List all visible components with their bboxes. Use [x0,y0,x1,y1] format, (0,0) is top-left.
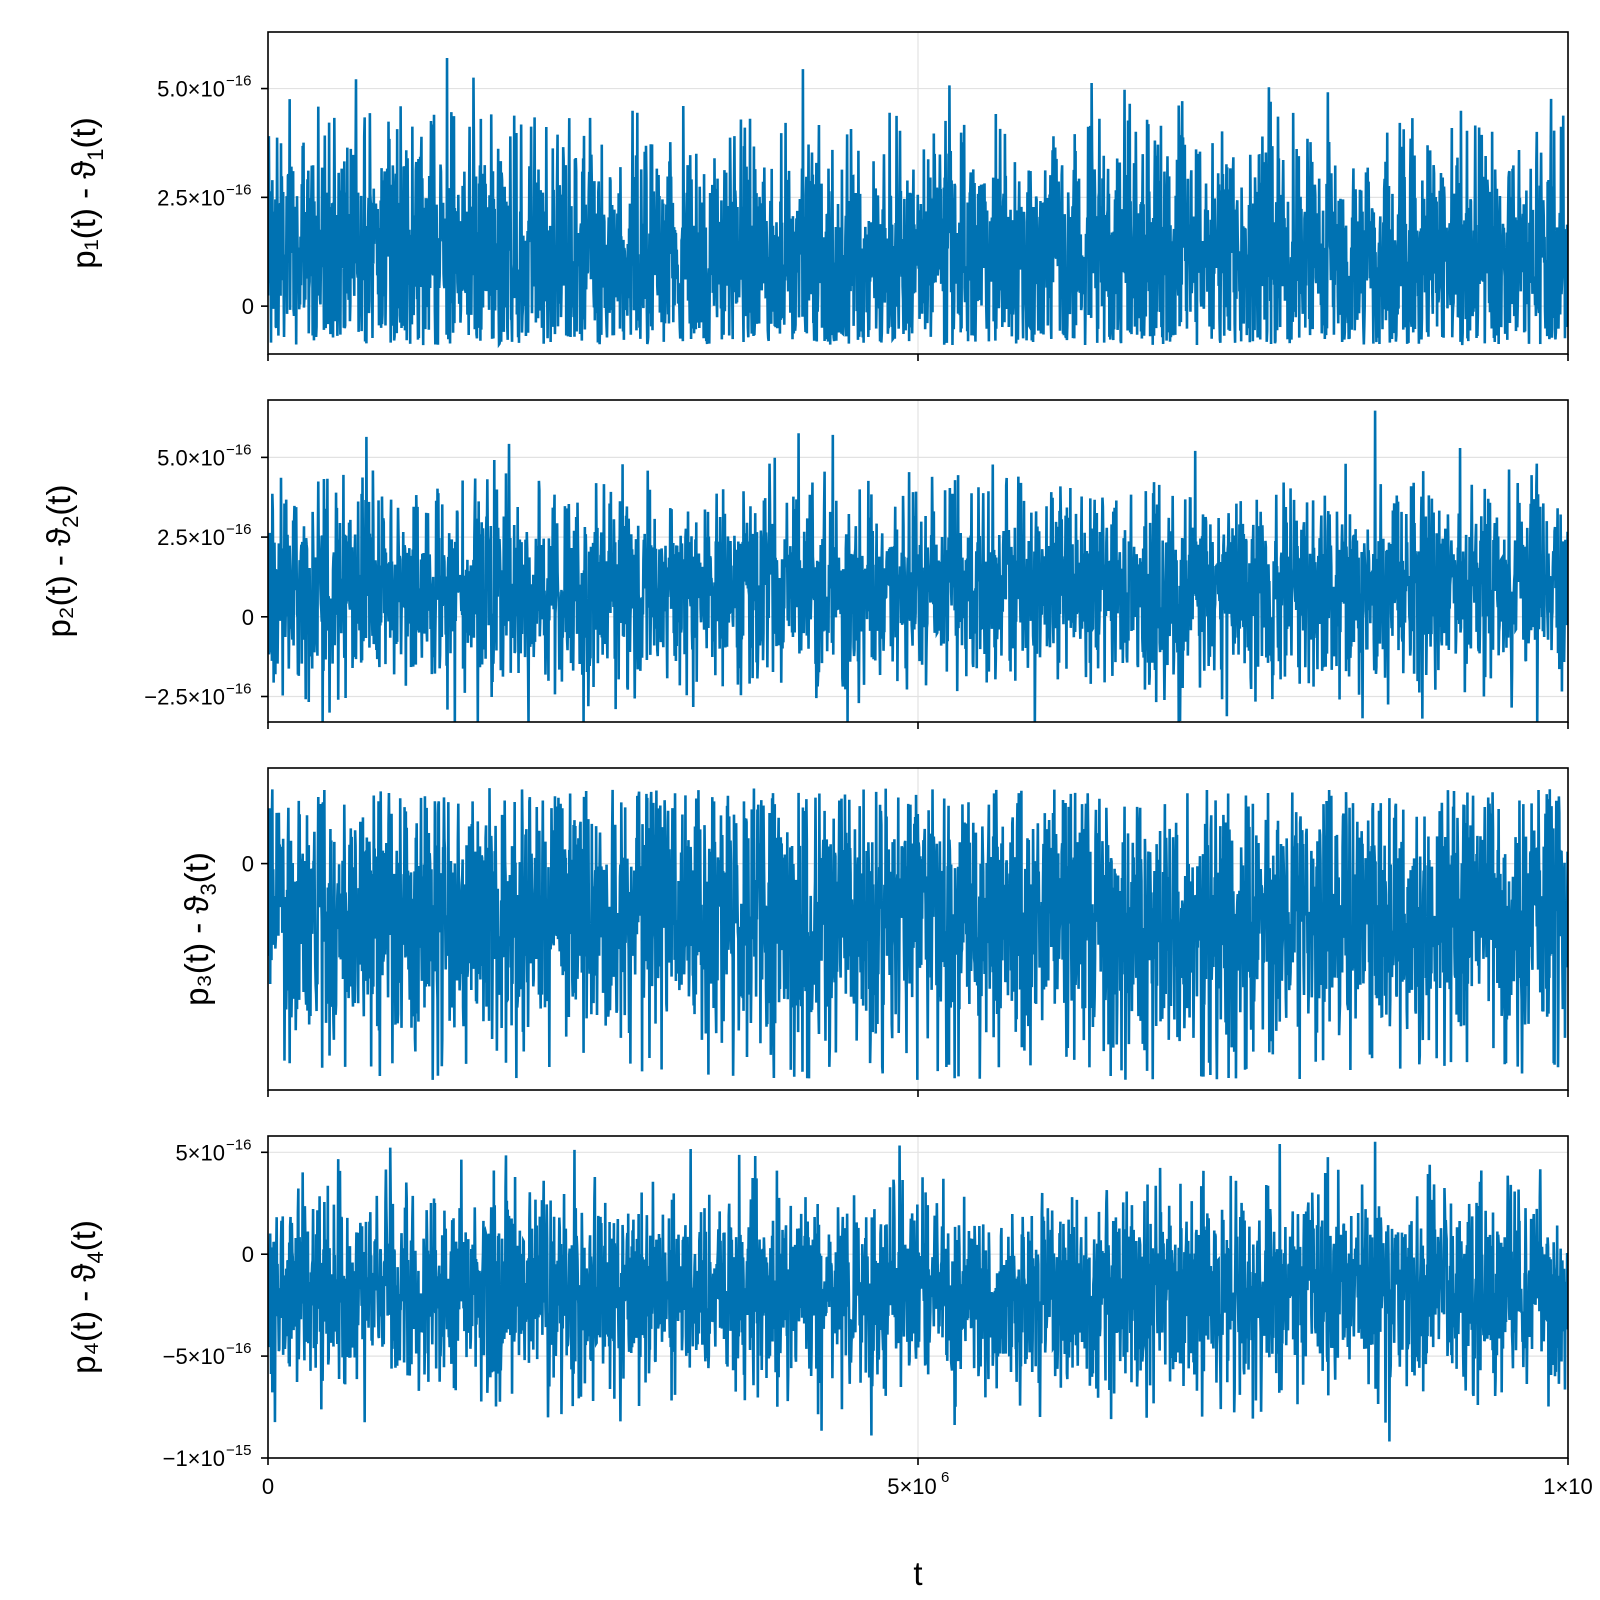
y-tick-label: 2.5×10 [157,185,225,210]
y-axis-label: p₄(t) - ϑ4(t) [65,1220,108,1374]
x-axis-label: t [913,1555,922,1592]
y-axis-label: p₁(t) - ϑ1(t) [65,117,108,268]
series-line-1 [268,58,1568,349]
x-tick-label: 1×10 [1543,1474,1593,1499]
x-tick-label: 5×10 [887,1474,937,1499]
y-tick-exponent: −16 [226,181,251,198]
y-tick-label: 0 [242,1242,254,1267]
y-tick-label: −1×10 [163,1446,225,1471]
y-tick-label: 5.0×10 [157,77,225,102]
y-tick-exponent: −16 [226,441,251,458]
y-tick-exponent: −16 [226,680,251,697]
y-tick-exponent: −16 [226,1136,251,1153]
y-tick-label: 5.0×10 [157,445,225,470]
y-tick-exponent: −16 [226,73,251,90]
y-tick-exponent: −15 [226,1442,251,1459]
series-line-2 [268,410,1568,722]
y-tick-label: −5×10 [163,1344,225,1369]
x-tick-label: 0 [262,1474,274,1499]
y-tick-exponent: −16 [226,1340,251,1357]
y-tick-label: 0 [242,605,254,630]
y-tick-label: 0 [242,294,254,319]
y-tick-label: 5×10 [175,1140,225,1165]
series-line-4 [268,1141,1568,1442]
panel-3: 0 p₃(t) - ϑ3(t) [178,767,1569,1097]
y-tick-label: −2.5×10 [144,684,225,709]
y-axis-label: p₂(t) - ϑ2(t) [40,484,83,637]
series-line-3 [268,788,1568,1080]
y-tick-exponent: −16 [226,521,251,538]
y-axis-label: p₃(t) - ϑ3(t) [178,852,221,1006]
y-tick-label: 0 [242,852,254,877]
y-tick-label: 2.5×10 [157,525,225,550]
x-tick-exponent: 6 [941,1469,949,1486]
